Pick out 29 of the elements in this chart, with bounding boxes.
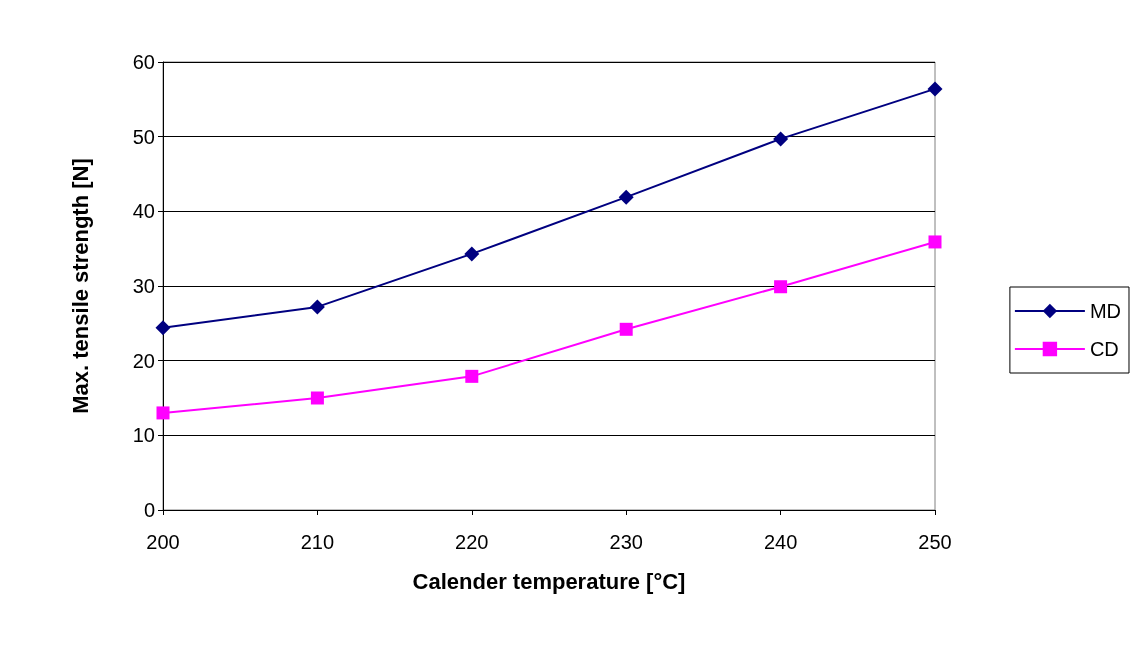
y-axis-title: Max. tensile strength [N] xyxy=(67,158,93,414)
x-tick-label: 240 xyxy=(763,531,798,553)
legend-label: CD xyxy=(1089,338,1119,360)
y-tick-label: 10 xyxy=(132,424,155,447)
point xyxy=(619,322,633,336)
point xyxy=(928,235,942,249)
y-tick-label: 20 xyxy=(132,349,155,372)
y-tick-label: 50 xyxy=(132,125,155,148)
point xyxy=(309,299,325,315)
legend-label: MD xyxy=(1089,300,1122,322)
y-tick-label: 30 xyxy=(132,275,155,297)
x-tick-label: 220 xyxy=(455,531,489,553)
y-tick-label: 0 xyxy=(143,499,155,521)
point xyxy=(927,81,943,97)
point xyxy=(310,391,324,405)
point xyxy=(465,369,479,383)
x-tick-label: 210 xyxy=(300,531,335,553)
point xyxy=(155,320,171,336)
x-axis-title: Calender temperature [°C] xyxy=(412,568,686,594)
x-tick-label: 200 xyxy=(146,531,180,553)
y-tick-label: 40 xyxy=(132,200,155,223)
point xyxy=(774,280,788,294)
x-tick-label: 250 xyxy=(918,531,952,553)
point xyxy=(464,246,480,262)
point xyxy=(156,406,170,420)
x-tick-label: 230 xyxy=(609,531,643,553)
point xyxy=(773,131,789,147)
y-tick-label: 60 xyxy=(132,51,155,73)
point xyxy=(618,189,634,205)
